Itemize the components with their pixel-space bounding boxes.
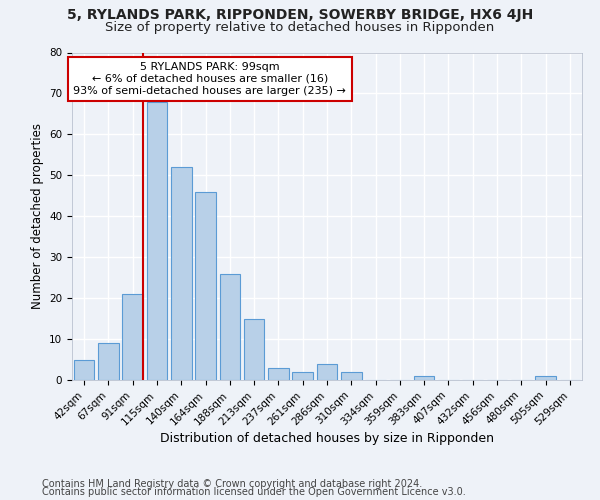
Text: Contains HM Land Registry data © Crown copyright and database right 2024.: Contains HM Land Registry data © Crown c… — [42, 479, 422, 489]
Bar — [414, 376, 434, 380]
Bar — [292, 372, 313, 380]
Bar — [171, 167, 191, 380]
Bar — [146, 102, 167, 380]
Bar — [195, 192, 216, 380]
Text: Contains public sector information licensed under the Open Government Licence v3: Contains public sector information licen… — [42, 487, 466, 497]
Bar — [244, 318, 265, 380]
Y-axis label: Number of detached properties: Number of detached properties — [31, 123, 44, 309]
Bar — [220, 274, 240, 380]
Bar — [98, 343, 119, 380]
Text: Size of property relative to detached houses in Ripponden: Size of property relative to detached ho… — [106, 21, 494, 34]
Text: 5, RYLANDS PARK, RIPPONDEN, SOWERBY BRIDGE, HX6 4JH: 5, RYLANDS PARK, RIPPONDEN, SOWERBY BRID… — [67, 8, 533, 22]
Bar — [535, 376, 556, 380]
X-axis label: Distribution of detached houses by size in Ripponden: Distribution of detached houses by size … — [160, 432, 494, 445]
Bar — [122, 294, 143, 380]
Text: 5 RYLANDS PARK: 99sqm
← 6% of detached houses are smaller (16)
93% of semi-detac: 5 RYLANDS PARK: 99sqm ← 6% of detached h… — [73, 62, 346, 96]
Bar — [268, 368, 289, 380]
Bar — [74, 360, 94, 380]
Bar — [317, 364, 337, 380]
Bar — [341, 372, 362, 380]
